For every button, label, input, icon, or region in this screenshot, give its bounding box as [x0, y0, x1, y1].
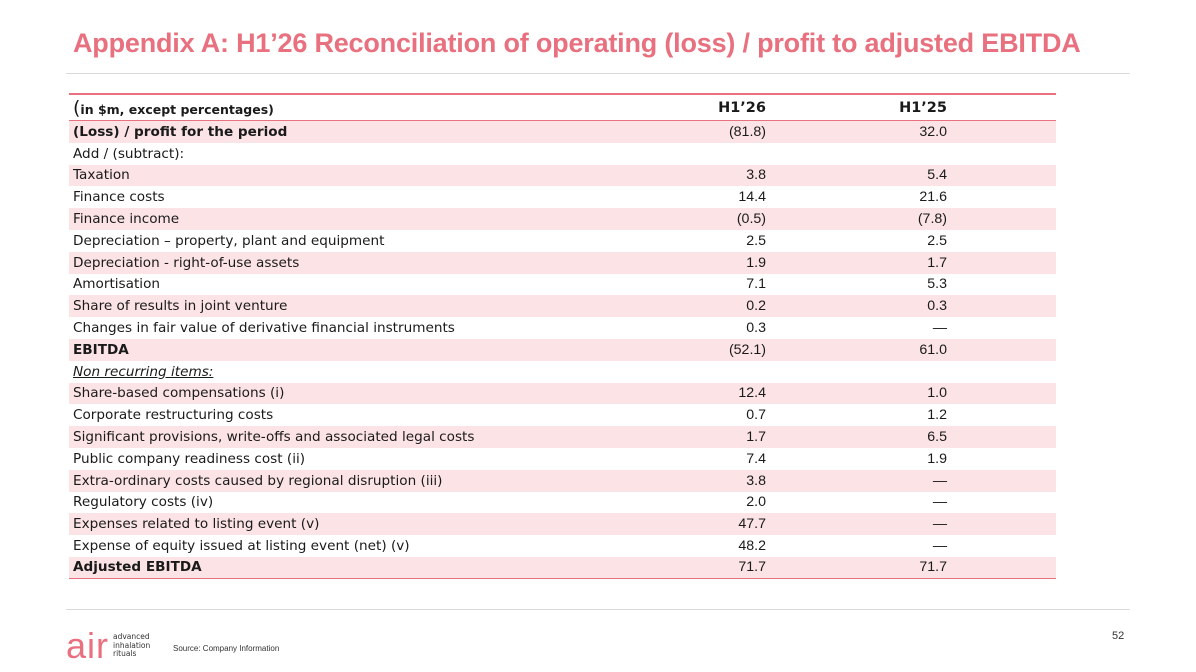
row-value-h1-25: (7.8): [917, 211, 947, 228]
table-row: Taxation 3.8 5.4: [69, 164, 1056, 187]
table-row: Adjusted EBITDA 71.7 71.7: [69, 556, 1056, 579]
reconciliation-table: (in $m, except percentages) H1’26 H1’25 …: [69, 93, 1056, 579]
row-value-h1-26: 3.8: [746, 472, 766, 489]
company-logo: air advanced inhalation rituals: [66, 628, 150, 664]
row-label: Corporate restructuring costs: [73, 407, 274, 424]
row-value-h1-25: —: [932, 494, 947, 511]
row-label: Taxation: [73, 167, 130, 184]
table-row: Corporate restructuring costs 0.7 1.2: [69, 404, 1056, 426]
logo-mark: air: [66, 625, 110, 666]
table-row: Public company readiness cost (ii) 7.4 1…: [69, 448, 1056, 470]
row-value-h1-25: 1.0: [927, 385, 947, 402]
row-value-h1-25: 1.7: [927, 254, 947, 271]
row-value-h1-26: 0.2: [746, 298, 766, 315]
logo-wordmark: advanced inhalation rituals: [113, 633, 150, 659]
row-label: EBITDA: [73, 341, 129, 358]
table-row: (Loss) / profit for the period (81.8) 32…: [69, 121, 1056, 143]
page-number: 52: [1112, 630, 1125, 642]
logo-line: rituals: [113, 649, 137, 659]
table-row: Depreciation – property, plant and equip…: [69, 230, 1056, 252]
row-label: Depreciation - right-of-use assets: [73, 254, 300, 271]
row-value-h1-26: 7.1: [746, 276, 766, 293]
row-value-h1-26: 3.8: [746, 167, 766, 184]
row-value-h1-26: (52.1): [728, 341, 766, 358]
row-value-h1-25: —: [932, 516, 947, 533]
row-label: Regulatory costs (iv): [73, 494, 214, 511]
row-value-h1-25: —: [932, 320, 947, 337]
row-label: Finance costs: [73, 189, 165, 206]
row-value-h1-25: 71.7: [919, 559, 947, 576]
row-value-h1-25: 1.9: [927, 450, 947, 467]
row-value-h1-26: 71.7: [738, 559, 766, 576]
source-note: Source: Company Information: [173, 644, 280, 653]
title-divider: [66, 73, 1130, 74]
table-row: Expenses related to listing event (v) 47…: [69, 513, 1056, 536]
table-row: Amortisation 7.1 5.3: [69, 274, 1056, 296]
footer-divider: [66, 609, 1130, 610]
table-top-border: [69, 93, 1056, 95]
logo-line: inhalation: [113, 640, 151, 650]
page-title: Appendix A: H1’26 Reconciliation of oper…: [73, 28, 1081, 58]
row-value-h1-26: 0.3: [746, 320, 766, 337]
table-row: Share of results in joint venture 0.2 0.…: [69, 295, 1056, 318]
table-row: Non recurring items:: [69, 361, 1056, 383]
row-value-h1-25: —: [932, 538, 947, 555]
row-label: Finance income: [73, 211, 180, 228]
row-value-h1-26: 2.5: [746, 232, 766, 249]
row-value-h1-26: (81.8): [728, 123, 766, 140]
row-label: Depreciation – property, plant and equip…: [73, 232, 385, 249]
row-value-h1-26: 2.0: [746, 494, 766, 511]
row-label: Amortisation: [73, 276, 161, 293]
row-label: Expense of equity issued at listing even…: [73, 538, 410, 555]
table-row: Extra-ordinary costs caused by regional …: [69, 469, 1056, 492]
row-value-h1-26: 1.7: [746, 429, 766, 446]
table-row: EBITDA (52.1) 61.0: [69, 338, 1056, 361]
row-label: Non recurring items:: [73, 363, 214, 380]
row-value-h1-25: 5.3: [927, 276, 947, 293]
row-value-h1-26: 0.7: [746, 407, 766, 424]
table-row: Add / (subtract):: [69, 143, 1056, 165]
table-row: Depreciation - right-of-use assets 1.9 1…: [69, 251, 1056, 274]
row-label: Share-based compensations (i): [73, 385, 285, 402]
row-value-h1-26: (0.5): [736, 211, 766, 228]
row-value-h1-25: 1.2: [927, 407, 947, 424]
table-row: Share-based compensations (i) 12.4 1.0: [69, 382, 1056, 405]
row-label: Public company readiness cost (ii): [73, 450, 306, 467]
row-value-h1-25: 0.3: [927, 298, 947, 315]
row-value-h1-26: 12.4: [738, 385, 766, 402]
row-value-h1-26: 14.4: [738, 189, 766, 206]
row-label: Add / (subtract):: [73, 145, 185, 162]
row-value-h1-26: 7.4: [746, 450, 766, 467]
table-row: Significant provisions, write-offs and a…: [69, 426, 1056, 448]
row-value-h1-25: 61.0: [919, 341, 947, 358]
row-label: Changes in fair value of derivative fina…: [73, 320, 455, 337]
row-value-h1-26: 48.2: [738, 538, 766, 555]
row-value-h1-25: 2.5: [927, 232, 947, 249]
row-label: Extra-ordinary costs caused by regional …: [73, 472, 443, 489]
row-value-h1-25: 21.6: [919, 189, 947, 206]
row-label: Expenses related to listing event (v): [73, 516, 320, 533]
table-row: Changes in fair value of derivative fina…: [69, 317, 1056, 339]
row-value-h1-25: 32.0: [919, 123, 947, 140]
row-value-h1-25: 5.4: [927, 167, 947, 184]
header-col-h1-26: H1’26: [718, 99, 766, 116]
row-value-h1-25: —: [932, 472, 947, 489]
row-label: Share of results in joint venture: [73, 298, 288, 315]
row-label: Adjusted EBITDA: [73, 559, 202, 576]
table-row: Finance income (0.5) (7.8): [69, 208, 1056, 230]
row-label: (Loss) / profit for the period: [73, 123, 288, 140]
row-label: Significant provisions, write-offs and a…: [73, 429, 475, 446]
table-row: Expense of equity issued at listing even…: [69, 535, 1056, 557]
table-row: Regulatory costs (iv) 2.0 —: [69, 492, 1056, 514]
header-col-h1-25: H1’25: [899, 99, 947, 116]
row-value-h1-26: 1.9: [746, 254, 766, 271]
row-value-h1-26: 47.7: [738, 516, 766, 533]
header-units-label: (in $m, except percentages): [73, 96, 274, 119]
row-value-h1-25: 6.5: [927, 429, 947, 446]
logo-line: advanced: [113, 632, 150, 642]
table-header-row: (in $m, except percentages) H1’26 H1’25: [69, 95, 1056, 121]
table-row: Finance costs 14.4 21.6: [69, 186, 1056, 208]
